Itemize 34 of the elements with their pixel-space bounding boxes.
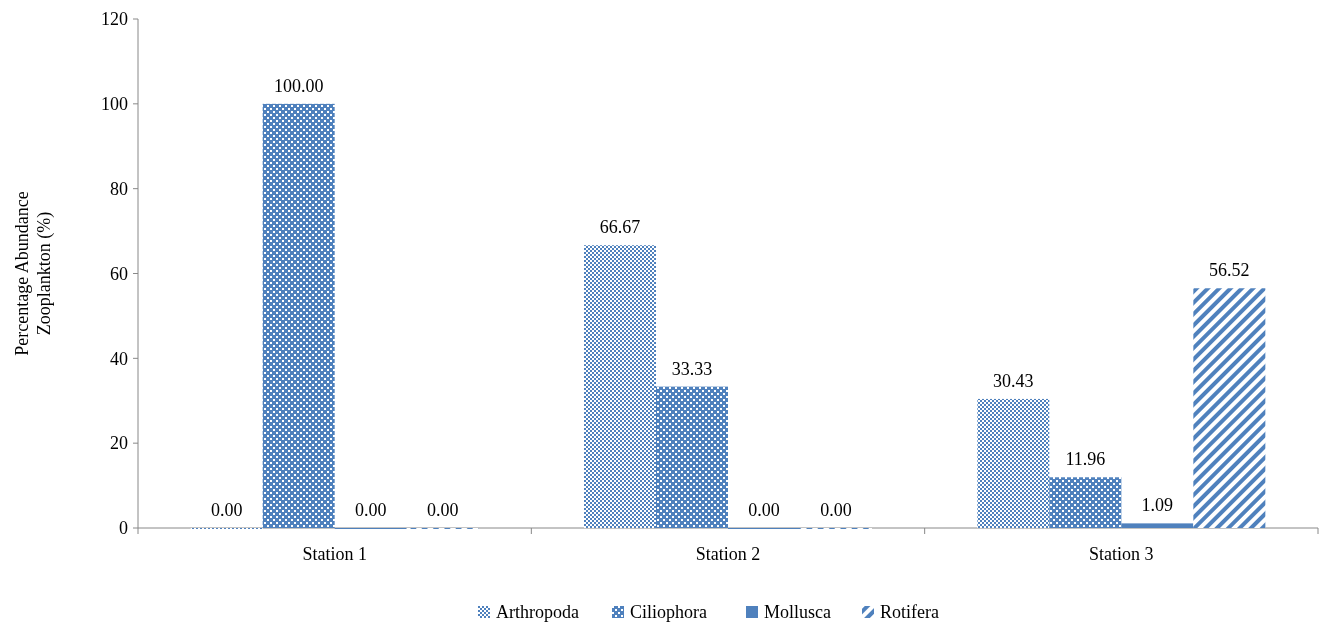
x-tick-label: Station 2 — [695, 544, 761, 564]
bar — [262, 103, 335, 528]
data-label: 0.00 — [426, 500, 459, 520]
y-tick-label: 100 — [101, 94, 128, 115]
data-label: 0.00 — [820, 500, 852, 520]
legend-label: Ciliophora — [630, 602, 707, 623]
data-label: 11.96 — [1065, 449, 1106, 470]
data-label: 0.00 — [354, 500, 387, 520]
y-axis-title: Percentage Abundance Zooplankton (%) — [12, 191, 55, 356]
bar — [1049, 477, 1122, 528]
bar — [977, 398, 1050, 528]
bar — [584, 245, 656, 528]
data-label: 30.43 — [993, 370, 1034, 391]
data-label: 0.00 — [210, 500, 243, 520]
legend-label: Arthropoda — [496, 602, 579, 623]
y-tick-label: 80 — [110, 178, 128, 199]
y-tick-label: 60 — [110, 263, 128, 284]
data-label: 56.52 — [1209, 260, 1250, 281]
data-label: 0.00 — [748, 500, 780, 520]
legend-label: Mollusca — [764, 602, 831, 623]
bar — [1121, 523, 1194, 528]
y-tick-label: 120 — [101, 9, 128, 30]
bar — [656, 386, 728, 528]
x-tick-label: Station 3 — [1089, 544, 1154, 564]
x-tick-label: Station 1 — [302, 544, 367, 564]
bar — [1193, 288, 1266, 528]
data-label: 1.09 — [1141, 495, 1174, 516]
legend-label: Rotifera — [880, 602, 939, 623]
y-tick-label: 0 — [119, 518, 128, 539]
data-label: 100.00 — [273, 75, 324, 96]
y-tick-label: 40 — [110, 348, 128, 369]
data-label: 66.67 — [599, 217, 641, 238]
y-tick-label: 20 — [110, 433, 128, 454]
data-label: 33.33 — [671, 358, 713, 379]
